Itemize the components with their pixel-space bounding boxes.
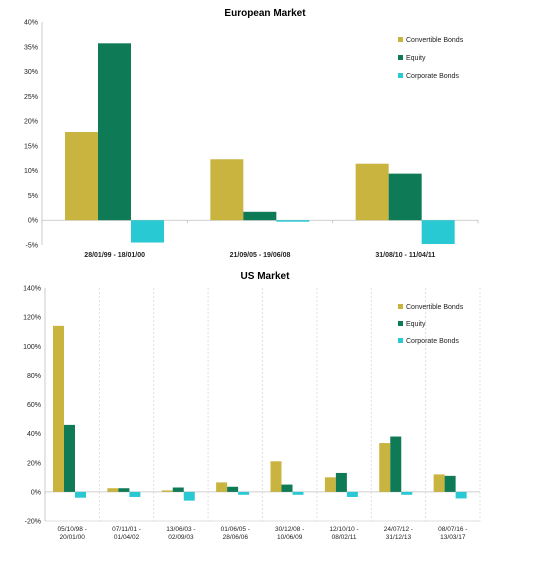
y-tick-label: 0% (31, 489, 41, 496)
category-label: 02/09/03 (168, 534, 194, 541)
legend-label-equity: Equity (406, 321, 426, 328)
legend-label-corporate-bonds: Corporate Bonds (406, 338, 459, 345)
y-tick-label: 15% (24, 143, 38, 150)
bar-equity (98, 43, 131, 221)
category-label: 21/09/05 - 19/06/08 (230, 252, 291, 259)
bar-convertible-bonds (324, 477, 336, 492)
bar-corporate-bonds (276, 220, 310, 222)
category-label: 20/01/00 (60, 534, 86, 541)
y-tick-label: 20% (24, 119, 38, 126)
european-market-chart: European Market 40% 35% 30% 25% 20% 15% 10% 5% 0%… (24, 8, 479, 259)
bar-equity (64, 424, 75, 492)
bar-equity (118, 488, 130, 492)
bar-convertible-bonds (270, 461, 282, 492)
category-label: 31/08/10 - 11/04/11 (375, 252, 435, 259)
bar-equity (281, 484, 293, 492)
bar-corporate-bonds (238, 491, 250, 495)
bar-convertible-bonds (216, 482, 228, 492)
category-label: 28/01/99 - 18/01/00 (84, 252, 145, 259)
bar-convertible-bonds (355, 163, 389, 221)
legend-swatch-equity (398, 55, 403, 60)
y-tick-label: 40% (24, 20, 38, 27)
category-label: 30/12/08 - (275, 526, 304, 533)
bar-corporate-bonds (401, 491, 413, 495)
category-label: 08/07/16 - (438, 526, 467, 533)
bar-convertible-bonds (53, 325, 64, 492)
y-tick-label: 0% (28, 218, 38, 225)
category-label: 12/10/10 - (329, 526, 358, 533)
legend-label-equity: Equity (406, 55, 426, 62)
bar-corporate-bonds (183, 491, 195, 501)
legend-label-corporate-bonds: Corporate Bonds (406, 73, 459, 80)
y-tick-label: 140% (23, 286, 41, 293)
bar-convertible-bonds (161, 490, 173, 492)
category-label: 10/06/09 (277, 534, 303, 541)
bar-corporate-bonds (75, 491, 86, 498)
bar-convertible-bonds (210, 159, 244, 221)
category-label: 13/03/17 (440, 534, 466, 541)
legend-swatch-corporate-bonds (398, 338, 403, 343)
y-tick-label: 20% (27, 460, 41, 467)
bar-equity (390, 436, 402, 492)
bar-corporate-bonds (129, 491, 141, 497)
legend-label-convertible-bonds: Convertible Bonds (406, 37, 464, 44)
category-label: 28/06/06 (223, 534, 249, 541)
y-tick-label: 120% (23, 315, 41, 322)
y-tick-label: 10% (24, 168, 38, 175)
bar-convertible-bonds (65, 132, 98, 221)
y-tick-label: 35% (24, 44, 38, 51)
bar-equity (388, 173, 422, 221)
bar-equity (172, 487, 184, 492)
y-tick-label: 80% (27, 373, 41, 380)
y-tick-label: 100% (23, 344, 41, 351)
y-tick-label: -5% (26, 243, 38, 250)
legend-swatch-corporate-bonds (398, 73, 403, 78)
legend-swatch-convertible-bonds (398, 37, 403, 42)
bar-convertible-bonds (379, 443, 391, 492)
category-label: 01/06/05 - (221, 526, 250, 533)
bar-corporate-bonds (346, 491, 358, 497)
bar-equity (243, 211, 277, 221)
bar-equity (444, 475, 456, 492)
category-label: 31/12/13 (386, 534, 412, 541)
category-label: 24/07/12 - (384, 526, 413, 533)
legend-swatch-equity (398, 321, 403, 326)
chart-title: US Market (241, 271, 291, 282)
bar-corporate-bonds (131, 220, 164, 243)
bar-equity (335, 472, 347, 492)
bar-corporate-bonds (292, 491, 304, 495)
bar-corporate-bonds (421, 220, 455, 245)
category-label: 01/04/02 (114, 534, 140, 541)
y-tick-label: -20% (25, 519, 41, 526)
category-label: 05/10/98 - (58, 526, 87, 533)
y-tick-label: 25% (24, 94, 38, 101)
bar-convertible-bonds (433, 474, 445, 492)
bar-convertible-bonds (107, 488, 119, 492)
legend-swatch-convertible-bonds (398, 304, 403, 309)
y-tick-label: 60% (27, 402, 41, 409)
legend-label-convertible-bonds: Convertible Bonds (406, 304, 464, 311)
category-label: 07/11/01 - (112, 526, 141, 533)
category-label: 08/02/11 (332, 534, 357, 541)
y-tick-label: 30% (24, 69, 38, 76)
y-tick-label: 5% (28, 193, 38, 200)
bar-corporate-bonds (455, 491, 467, 499)
chart-title: European Market (224, 8, 306, 19)
y-tick-label: 40% (27, 431, 41, 438)
us-market-chart: US Market 140% 120% 100% 80% 60% 40% 20% 0% -20% 0… (23, 271, 481, 541)
category-label: 13/06/03 - (166, 526, 195, 533)
bar-equity (227, 486, 239, 492)
